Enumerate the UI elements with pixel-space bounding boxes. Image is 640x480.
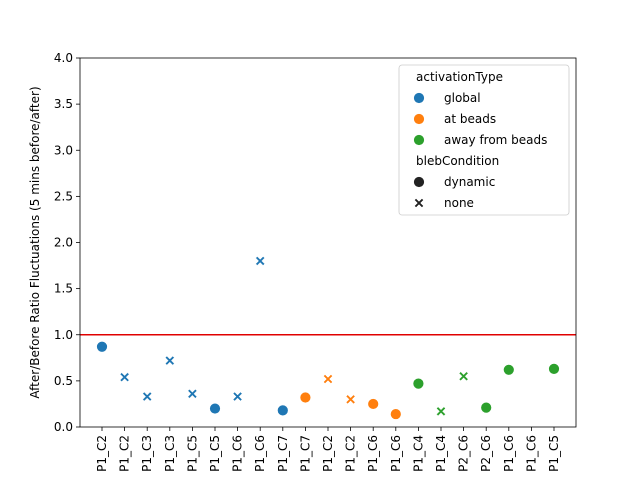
- legend-label: at beads: [444, 112, 496, 126]
- data-point: [142, 391, 153, 402]
- plot-frame: [79, 57, 577, 428]
- y-ticks: 0.0 0.5 1.0 1.5 2.0 2.5 3.0 3.5 4.0: [54, 51, 80, 434]
- x-tick-label: P1_C5: [185, 435, 199, 472]
- x-tick-label: P1_C6: [524, 435, 538, 472]
- x-tick-label: P1_C5: [547, 435, 561, 472]
- y-tick-label: 2.0: [54, 236, 73, 250]
- data-point: [255, 256, 266, 266]
- data-point: [209, 402, 221, 415]
- legend-box: [398, 64, 570, 216]
- y-tick-label: 1.0: [54, 328, 73, 342]
- legend-marker: [413, 113, 425, 125]
- legend-label: dynamic: [444, 175, 495, 189]
- y-tick-label: 1.5: [54, 282, 73, 296]
- legend-label: none: [444, 196, 474, 210]
- legend-marker: [413, 134, 425, 146]
- x-tick-label: P2_C6: [457, 435, 471, 472]
- y-tick-label: 0.5: [54, 374, 73, 388]
- data-point: [502, 363, 515, 376]
- data-point: [480, 401, 493, 414]
- y-tick-label: 3.0: [54, 143, 73, 157]
- x-tick-label: P1_C7: [298, 435, 312, 472]
- x-ticks: P1_C2 P1_C2 P1_C3 P1_C3 P1_C5 P1_C5 P1_C6 P1_C6…: [95, 427, 561, 472]
- data-point: [96, 340, 108, 353]
- data-point: [276, 404, 289, 417]
- data-point: [412, 377, 425, 390]
- data-point: [299, 391, 312, 404]
- data-point: [436, 406, 446, 417]
- x-tick-label: P1_C2: [321, 435, 335, 472]
- x-tick-label: P2_C6: [479, 435, 493, 472]
- x-tick-label: P1_C6: [502, 435, 516, 472]
- data-point: [389, 408, 402, 420]
- legend-label: away from beads: [444, 133, 547, 147]
- data-point: [187, 388, 198, 399]
- data-point: [164, 355, 175, 366]
- data-point: [232, 391, 243, 402]
- x-tick-label: P1_C2: [95, 435, 109, 472]
- legend-marker: [414, 198, 424, 208]
- y-tick-label: 2.5: [54, 189, 73, 203]
- x-tick-label: P1_C6: [253, 435, 267, 472]
- legend-marker: [413, 92, 425, 104]
- legend-hue-title: activationType: [416, 70, 503, 84]
- x-tick-label: P1_C6: [231, 435, 245, 472]
- data-point: [323, 374, 333, 384]
- data-points: [96, 256, 560, 420]
- x-tick-label: P1_C2: [118, 435, 132, 472]
- x-tick-label: P1_C4: [411, 435, 425, 472]
- legend-label: global: [444, 91, 481, 105]
- x-tick-label: P1_C6: [389, 435, 403, 472]
- legend-marker: [413, 176, 425, 188]
- data-point: [458, 371, 469, 382]
- x-tick-label: P1_C3: [140, 435, 154, 472]
- y-tick-label: 0.0: [54, 420, 73, 434]
- data-point: [367, 398, 380, 410]
- data-point: [548, 362, 560, 375]
- x-tick-label: P1_C5: [208, 435, 222, 472]
- data-point: [345, 394, 356, 405]
- data-point: [119, 372, 130, 383]
- x-tick-label: P1_C4: [434, 435, 448, 472]
- x-tick-label: P1_C2: [344, 435, 358, 472]
- legend: activationType global at beads away from be…: [398, 64, 570, 216]
- y-tick-label: 4.0: [54, 51, 73, 65]
- y-tick-label: 3.5: [54, 97, 73, 111]
- y-axis-label: After/Before Ratio Fluctuations (5 mins …: [28, 86, 42, 398]
- x-tick-label: P1_C6: [366, 435, 380, 472]
- x-tick-label: P1_C3: [163, 435, 177, 472]
- legend-style-title: blebCondition: [416, 154, 499, 168]
- x-tick-label: P1_C7: [276, 435, 290, 472]
